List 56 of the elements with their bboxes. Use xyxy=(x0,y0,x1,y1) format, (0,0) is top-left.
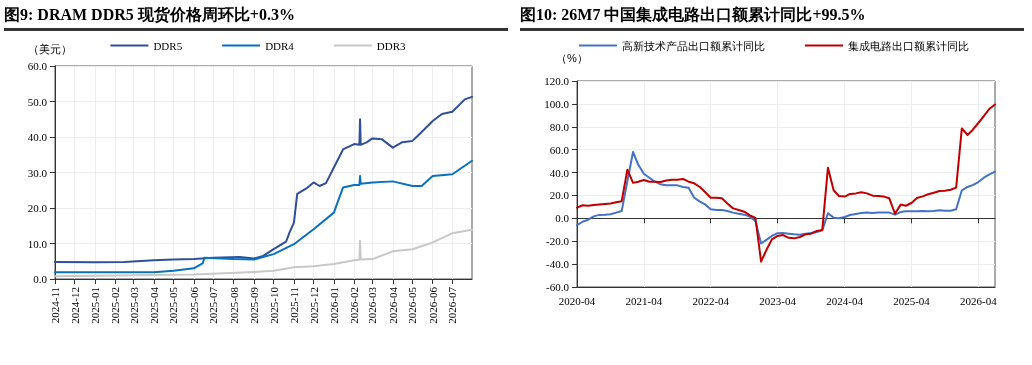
y-tick-label: 40.0 xyxy=(549,166,570,179)
y-tick-label: 0.0 xyxy=(33,273,48,285)
x-tick-label: 2025-10 xyxy=(267,286,280,324)
x-tick-label: 2025-05 xyxy=(167,286,180,324)
y-tick-label: 20.0 xyxy=(27,202,48,214)
y-tick-label: -60.0 xyxy=(546,281,570,293)
y-tick-label: 60.0 xyxy=(549,143,570,156)
x-tick-label: 2025-11 xyxy=(287,287,300,324)
y-tick-label: 120.0 xyxy=(544,75,570,87)
x-tick-label: 2025-12 xyxy=(307,287,320,324)
y-tick-label: -40.0 xyxy=(546,258,570,271)
y-axis-title: （%） xyxy=(556,51,588,64)
x-tick-label: 2025-09 xyxy=(248,286,261,324)
x-tick-label: 2024-11 xyxy=(49,287,61,324)
x-tick-label: 2025-01 xyxy=(88,287,101,324)
x-tick-label: 2020-04 xyxy=(558,294,596,307)
y-tick-label: 0.0 xyxy=(555,212,570,225)
y-axis-title: （美元） xyxy=(28,42,72,55)
y-tick-label: -20.0 xyxy=(546,235,570,248)
y-tick-label: 10.0 xyxy=(27,237,48,250)
x-tick-label: 2026-05 xyxy=(406,286,419,324)
x-tick-label: 2025-08 xyxy=(227,286,240,324)
x-tick-label: 2026-04 xyxy=(960,294,998,307)
x-tick-label: 2025-07 xyxy=(207,286,220,324)
x-tick-label: 2025-04 xyxy=(893,294,931,307)
legend-label: DDR3 xyxy=(376,39,407,52)
x-tick-label: 2026-03 xyxy=(366,286,379,324)
x-tick-label: 2025-02 xyxy=(109,287,122,324)
x-tick-label: 2025-04 xyxy=(147,286,160,324)
y-tick-label: 30.0 xyxy=(27,166,48,179)
x-tick-label: 2025-03 xyxy=(127,286,140,324)
x-tick-label: 2026-07 xyxy=(446,286,459,324)
legend-label: 集成电路出口额累计同比 xyxy=(848,39,969,52)
y-tick-label: 20.0 xyxy=(549,189,570,202)
x-tick-label: 2024-12 xyxy=(68,287,81,324)
y-tick-label: 50.0 xyxy=(27,95,48,108)
y-tick-label: 100.0 xyxy=(544,97,570,110)
chart-title: 图10: 26M7 中国集成电路出口额累计同比+99.5% xyxy=(520,2,1024,31)
legend-label: DDR4 xyxy=(265,39,295,52)
y-tick-label: 60.0 xyxy=(27,60,48,72)
x-tick-label: 2025-06 xyxy=(187,286,200,324)
x-tick-label: 2026-04 xyxy=(386,286,399,324)
y-tick-label: 40.0 xyxy=(27,131,48,143)
x-tick-label: 2026-02 xyxy=(348,287,361,324)
x-tick-label: 2023-04 xyxy=(759,294,797,307)
x-tick-label: 2024-04 xyxy=(826,294,864,307)
y-tick-label: 80.0 xyxy=(549,120,570,133)
x-tick-label: 2022-04 xyxy=(692,294,730,307)
x-tick-label: 2026-01 xyxy=(327,287,340,324)
x-tick-label: 2021-04 xyxy=(625,294,663,307)
chart-title: 图9: DRAM DDR5 现货价格周环比+0.3% xyxy=(4,2,508,31)
legend-label: 高新技术产品出口额累计同比 xyxy=(622,39,765,52)
legend-label: DDR5 xyxy=(153,39,183,52)
x-tick-label: 2026-06 xyxy=(426,286,439,324)
line-series xyxy=(54,95,473,264)
line-series xyxy=(54,159,473,274)
